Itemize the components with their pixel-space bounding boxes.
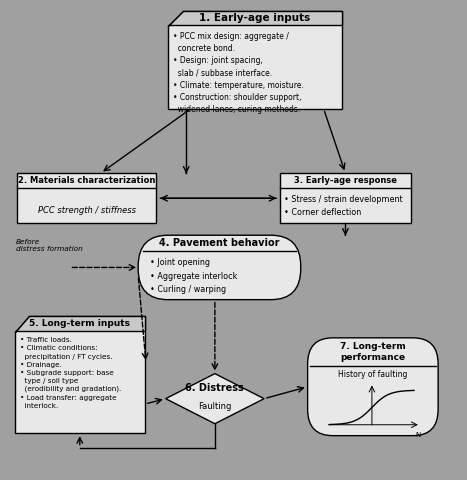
Text: • Stress / strain development
• Corner deflection: • Stress / strain development • Corner d… xyxy=(284,195,403,216)
Text: 3. Early-age response: 3. Early-age response xyxy=(294,176,397,185)
Text: 5. Long-term inputs: 5. Long-term inputs xyxy=(29,319,130,328)
Bar xyxy=(280,173,410,223)
Text: • PCC mix design: aggregate /
  concrete bond.
• Design: joint spacing,
  slab /: • PCC mix design: aggregate / concrete b… xyxy=(173,32,304,114)
Text: 2. Materials characterization: 2. Materials characterization xyxy=(18,176,156,185)
FancyBboxPatch shape xyxy=(138,235,301,300)
Text: • Traffic loads.
• Climatic conditions:
  precipitation / FT cycles.
• Drainage.: • Traffic loads. • Climatic conditions: … xyxy=(20,337,121,408)
Polygon shape xyxy=(14,316,145,332)
Polygon shape xyxy=(168,11,342,26)
Text: History of faulting: History of faulting xyxy=(338,370,408,379)
Text: 6. Distress: 6. Distress xyxy=(185,383,244,393)
Polygon shape xyxy=(166,373,264,424)
Text: Before
distress formation: Before distress formation xyxy=(16,240,83,252)
Text: 4. Pavement behavior: 4. Pavement behavior xyxy=(159,239,280,248)
Polygon shape xyxy=(168,11,342,109)
Polygon shape xyxy=(14,316,145,433)
Text: Faulting: Faulting xyxy=(198,402,232,411)
Bar xyxy=(17,173,156,223)
Text: 1. Early-age inputs: 1. Early-age inputs xyxy=(199,13,311,23)
FancyBboxPatch shape xyxy=(308,338,438,436)
Text: • Joint opening
• Aggregate interlock
• Curling / warping: • Joint opening • Aggregate interlock • … xyxy=(149,258,237,294)
Text: 7. Long-term
performance: 7. Long-term performance xyxy=(340,342,406,362)
Text: PCC strength / stiffness: PCC strength / stiffness xyxy=(38,206,135,216)
